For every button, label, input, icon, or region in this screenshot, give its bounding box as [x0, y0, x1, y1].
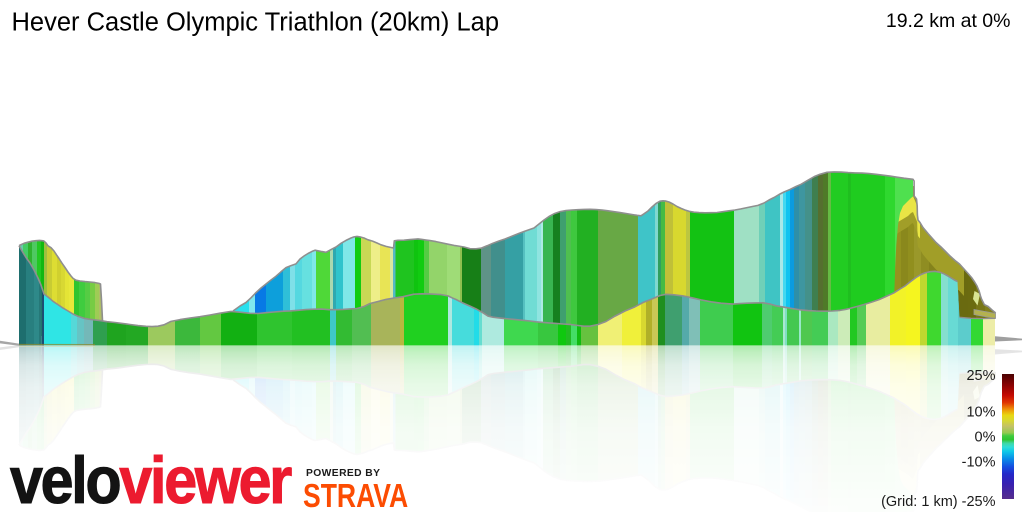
svg-text:25%: 25% — [966, 368, 995, 384]
svg-text:0%: 0% — [975, 430, 996, 446]
svg-text:-10%: -10% — [962, 455, 996, 471]
svg-text:veloviewer: veloviewer — [10, 444, 292, 512]
svg-text:(Grid: 1 km) -25%: (Grid: 1 km) -25% — [881, 494, 996, 510]
svg-text:STRAVA: STRAVA — [303, 478, 408, 512]
svg-text:POWERED BY: POWERED BY — [306, 468, 380, 479]
svg-text:Hever Castle Olympic Triathlon: Hever Castle Olympic Triathlon (20km) La… — [12, 9, 500, 37]
svg-text:10%: 10% — [966, 405, 995, 421]
svg-text:19.2 km at 0%: 19.2 km at 0% — [886, 10, 1011, 32]
